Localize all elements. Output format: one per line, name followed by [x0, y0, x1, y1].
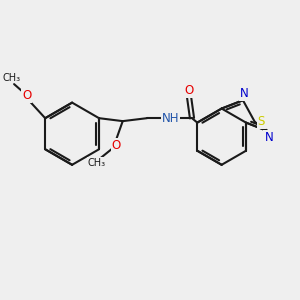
Text: N: N — [264, 131, 273, 144]
Text: CH₃: CH₃ — [3, 73, 21, 82]
Text: NH: NH — [162, 112, 179, 125]
Text: O: O — [22, 88, 31, 102]
Text: O: O — [184, 84, 194, 98]
Text: O: O — [112, 139, 121, 152]
Text: S: S — [258, 116, 265, 128]
Text: CH₃: CH₃ — [87, 158, 105, 168]
Text: N: N — [240, 87, 249, 100]
